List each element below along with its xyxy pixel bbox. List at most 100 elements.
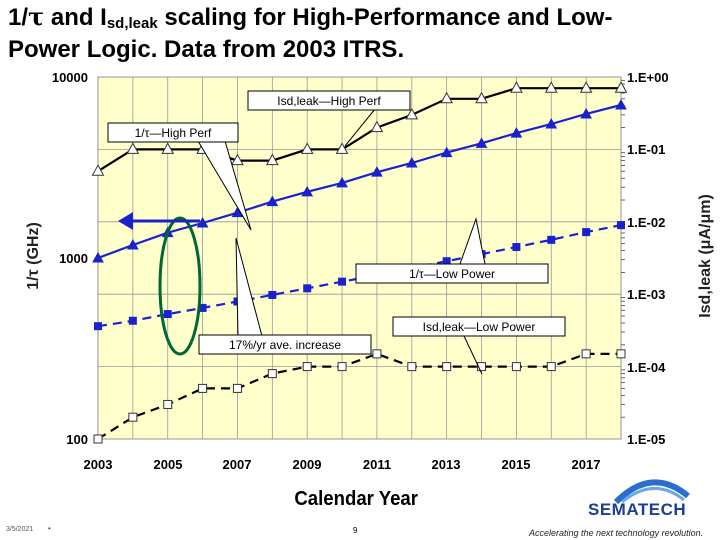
- x-tick: 2015: [502, 457, 531, 472]
- annotation-increase: 17%/yr ave. increase: [198, 237, 372, 355]
- y-left-tick: 10000: [52, 70, 88, 85]
- tick-labels: 10000 1000 100 1.E+00 1.E-01 1.E-02 1.E-…: [52, 70, 669, 472]
- marker-tau-low: [617, 221, 625, 230]
- marker-isd-high: [91, 164, 105, 176]
- marker-tau-low: [128, 316, 137, 325]
- marker-isd-high: [370, 120, 384, 133]
- marker-isd-low: [581, 349, 591, 359]
- annotation-isd-high: Isd,leak—High Perf: [247, 90, 411, 147]
- marker-isd-low: [163, 399, 173, 409]
- marker-isd-low: [511, 362, 521, 372]
- marker-isd-low: [302, 362, 312, 372]
- footer-bullet: •: [48, 524, 51, 533]
- marker-isd-low: [128, 412, 138, 422]
- y-right-tick: 1.E+00: [627, 70, 669, 85]
- marker-isd-low: [232, 383, 242, 393]
- annotation-isd-low: Isd,leak—Low Power: [392, 316, 566, 375]
- x-tick: 2005: [154, 457, 183, 472]
- slide-title: 1/τ and Isd,leak scaling for High-Perfor…: [8, 4, 720, 63]
- logo-tagline: Accelerating the next technology revolut…: [529, 528, 704, 538]
- annotation-isd-low-text: Isd,leak—Low Power: [423, 320, 536, 334]
- marker-tau-low: [198, 303, 207, 312]
- series-line-2: [97, 224, 622, 328]
- marker-isd-low: [337, 362, 347, 372]
- x-tick: 2007: [223, 457, 252, 472]
- marker-tau-high: [510, 127, 523, 138]
- marker-isd-high: [300, 142, 314, 154]
- marker-isd-high: [440, 91, 454, 104]
- series-line-3: [97, 352, 621, 440]
- x-tick: 2011: [363, 457, 391, 472]
- marker-layer: [91, 81, 628, 444]
- x-tick: 2009: [293, 457, 322, 472]
- marker-tau-high: [615, 99, 627, 110]
- marker-tau-high: [92, 251, 104, 263]
- marker-tau-high: [440, 146, 453, 158]
- marker-isd-low: [407, 362, 417, 372]
- page-number: 9: [353, 526, 358, 535]
- marker-tau-high: [301, 185, 314, 197]
- y-right-axis-label: Isd,leak (μA/μm): [697, 194, 714, 318]
- series-line-1: [97, 87, 621, 173]
- y-right-tick: 1.E-01: [627, 142, 665, 157]
- x-axis-label: Calendar Year: [294, 488, 418, 510]
- y-left-tick: 1000: [59, 251, 88, 266]
- marker-tau-high: [371, 166, 383, 177]
- series-line-0: [97, 103, 622, 260]
- x-tick: 2017: [572, 457, 601, 472]
- annotation-tau-low: 1/τ—Low Power: [355, 217, 549, 284]
- title-line-2: Power Logic. Data from 2003 ITRS.: [8, 36, 405, 63]
- highlight-ellipse: [158, 216, 202, 356]
- marker-isd-high: [335, 142, 349, 154]
- marker-isd-high: [231, 153, 244, 166]
- marker-tau-low: [303, 284, 312, 293]
- annotation-increase-text: 17%/yr ave. increase: [229, 338, 341, 352]
- series-layer: [97, 87, 622, 440]
- footer-date: 3/5/2021: [6, 526, 34, 533]
- marker-tau-low: [338, 277, 347, 286]
- annotation-tau-high: 1/τ—High Perf: [107, 122, 252, 231]
- annotation-isd-high-text: Isd,leak—High Perf: [277, 94, 381, 108]
- marker-isd-high: [510, 81, 523, 93]
- marker-isd-low: [198, 383, 208, 393]
- y-right-tick: 1.E-04: [627, 360, 666, 375]
- marker-tau-low: [582, 228, 591, 237]
- marker-tau-low: [94, 322, 102, 331]
- marker-tau-low: [268, 290, 277, 299]
- left-axis-arrow: [118, 212, 200, 230]
- marker-tau-low: [547, 235, 556, 244]
- y-left-axis-label: 1/τ (GHz): [25, 222, 42, 290]
- marker-isd-low: [372, 349, 382, 359]
- marker-isd-low: [616, 349, 626, 359]
- y-right-tick: 1.E-02: [627, 215, 665, 230]
- marker-isd-high: [544, 81, 558, 93]
- marker-tau-high: [336, 176, 348, 188]
- marker-isd-low: [546, 362, 556, 372]
- annotation-tau-low-text: 1/τ—Low Power: [409, 267, 495, 281]
- marker-tau-high: [475, 137, 488, 148]
- marker-isd-high: [265, 153, 279, 166]
- marker-isd-low: [442, 362, 452, 372]
- sematech-logo-icon: [613, 479, 690, 504]
- marker-tau-high: [405, 156, 418, 168]
- title-line-1: 1/τ and Isd,leak scaling for High-Perfor…: [8, 2, 613, 33]
- y-right-tick: 1.E-05: [627, 432, 665, 447]
- marker-isd-high: [405, 107, 419, 120]
- marker-isd-high: [579, 81, 593, 93]
- marker-tau-high: [580, 107, 592, 119]
- marker-tau-low: [442, 257, 451, 266]
- marker-isd-high: [161, 142, 175, 154]
- marker-tau-high: [127, 238, 139, 250]
- marker-tau-high: [545, 117, 558, 129]
- marker-isd-high: [475, 91, 488, 104]
- marker-isd-high: [126, 142, 140, 154]
- annotation-tau-high-text: 1/τ—High Perf: [135, 126, 212, 140]
- marker-isd-low: [267, 369, 277, 379]
- logo-name: SEMATECH: [588, 500, 687, 519]
- y-right-tick: 1.E-03: [627, 287, 665, 302]
- x-tick: 2003: [84, 457, 113, 472]
- marker-isd-high: [614, 81, 628, 93]
- marker-tau-low: [512, 243, 521, 252]
- marker-isd-low: [477, 362, 487, 372]
